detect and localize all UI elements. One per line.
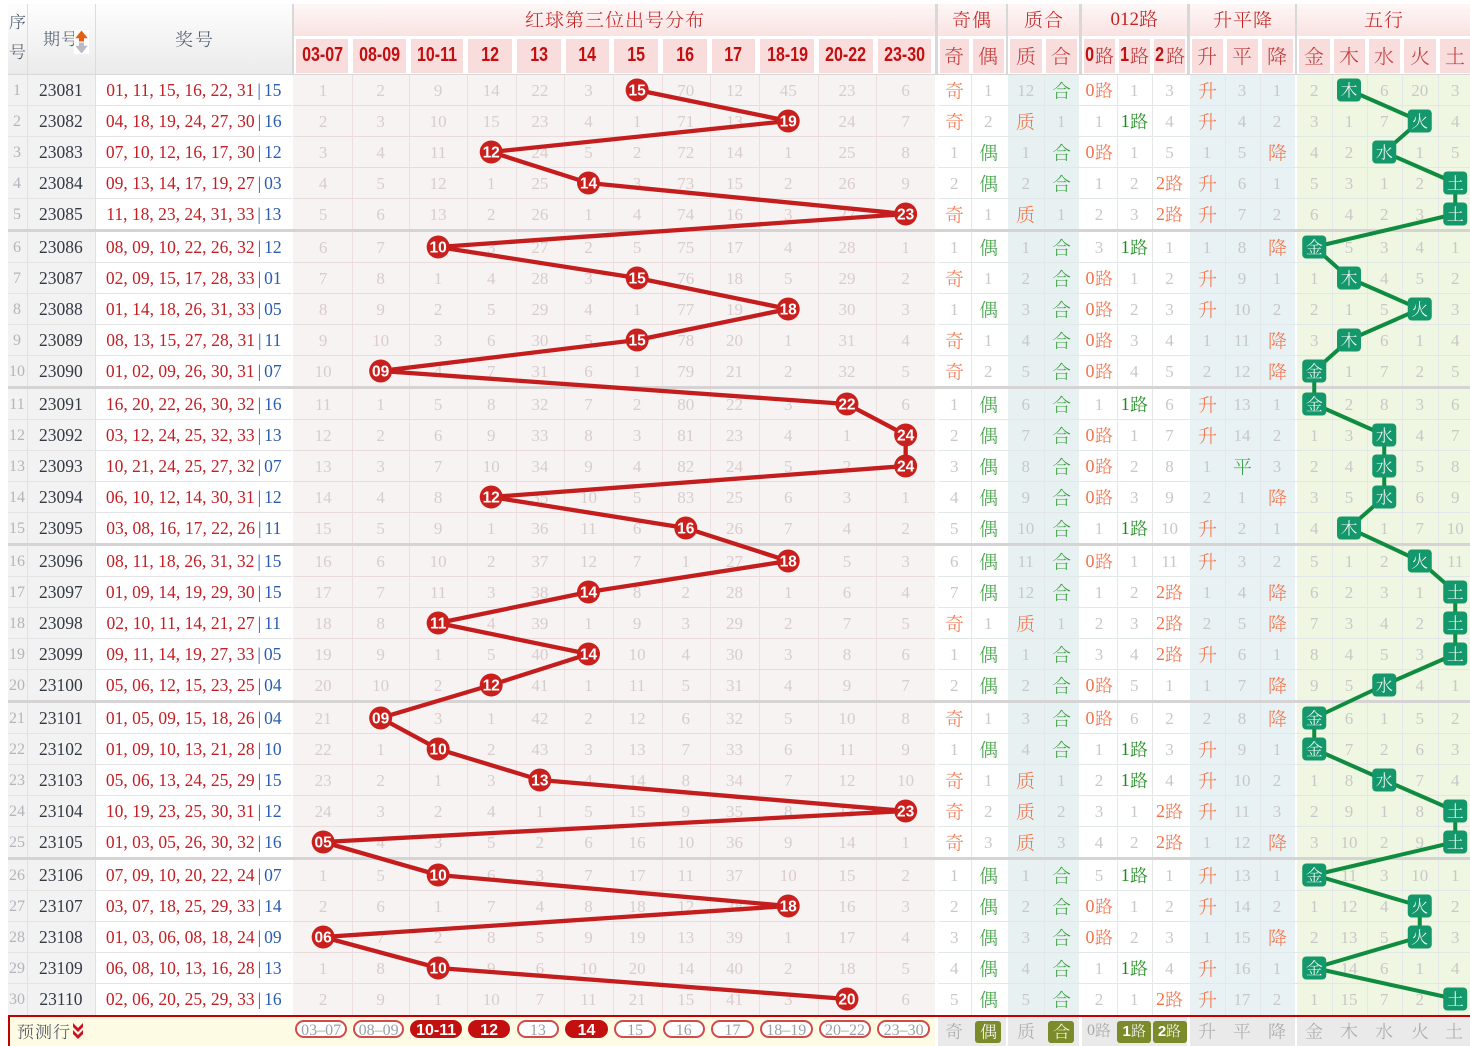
svg-text:05: 05 — [315, 834, 333, 851]
svg-text:23: 23 — [897, 206, 915, 223]
svg-text:18: 18 — [780, 553, 798, 570]
svg-text:10: 10 — [430, 741, 447, 758]
svg-text:14: 14 — [580, 646, 598, 663]
svg-text:10: 10 — [430, 960, 447, 977]
svg-text:15: 15 — [629, 332, 647, 349]
svg-text:10: 10 — [430, 239, 447, 256]
svg-text:11: 11 — [430, 615, 447, 632]
svg-text:14: 14 — [580, 584, 598, 601]
svg-text:12: 12 — [483, 677, 500, 694]
svg-text:19: 19 — [780, 113, 798, 130]
svg-text:12: 12 — [483, 144, 500, 161]
svg-text:12: 12 — [483, 489, 500, 506]
svg-text:15: 15 — [629, 82, 647, 99]
svg-text:09: 09 — [372, 710, 390, 727]
svg-text:10: 10 — [430, 867, 447, 884]
svg-text:24: 24 — [897, 427, 915, 444]
svg-text:15: 15 — [629, 270, 647, 287]
svg-text:20: 20 — [838, 991, 855, 1008]
svg-text:06: 06 — [315, 929, 333, 946]
svg-text:23: 23 — [897, 803, 915, 820]
svg-text:09: 09 — [372, 363, 390, 380]
svg-text:24: 24 — [897, 458, 915, 475]
svg-text:18: 18 — [780, 898, 798, 915]
svg-text:14: 14 — [580, 175, 598, 192]
svg-text:18: 18 — [780, 301, 798, 318]
svg-text:22: 22 — [838, 396, 855, 413]
svg-text:16: 16 — [677, 520, 695, 537]
svg-text:13: 13 — [531, 772, 549, 789]
